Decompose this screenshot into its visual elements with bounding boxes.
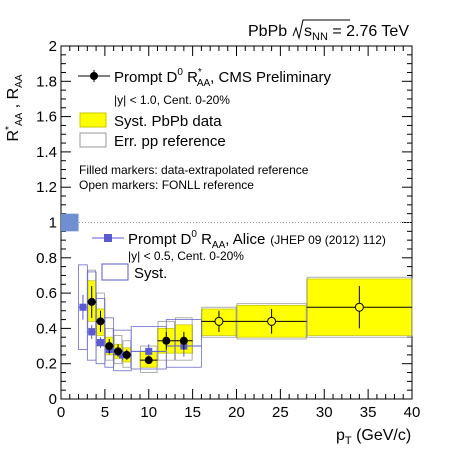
x-tick-label: 40 [404, 404, 421, 421]
legend-cms-marker [90, 72, 98, 80]
x-axis-label: pT (GeV/c) [336, 427, 411, 447]
x-tick-label: 15 [184, 404, 201, 421]
normalization-box [61, 213, 79, 232]
cms-open-marker [214, 316, 224, 326]
legend-cms-selection: |y| < 1.0, Cent. 0-20% [114, 93, 230, 107]
alice-marker [79, 303, 87, 311]
x-tick-label: 25 [272, 404, 289, 421]
cms-filled-marker [144, 356, 153, 365]
cms-ppref-box [104, 327, 114, 361]
cms-open-marker [354, 302, 364, 312]
y-tick-label: 1.8 [36, 73, 57, 90]
cms-filled-marker [179, 336, 188, 345]
cms-open-marker [267, 316, 277, 326]
legend-ppref-swatch [79, 132, 107, 148]
legend-cms-label: Prompt D0 R* AA, CMS Preliminary [114, 67, 332, 89]
legend-syst-label: Syst. PbPb data [114, 113, 222, 130]
x-tick-label: 30 [316, 404, 333, 421]
alice-marker [88, 328, 96, 336]
cms-filled-marker [122, 350, 131, 359]
legend-alice-selection: |y| < 0.5, Cent. 0-20% [128, 249, 244, 263]
axis-ticks: 0 5 10 15 20 25 30 35 40 0 0.2 0.4 0.6 0.8 1 1.2 1.4 1.6 1… [36, 38, 420, 421]
cms-filled-marker [96, 317, 105, 326]
sqrt-icon [292, 19, 350, 40]
y-tick-label: 0.6 [36, 285, 57, 302]
y-tick-label: 1.4 [36, 144, 57, 161]
legend-alice-syst-label: Syst. [134, 265, 167, 282]
legend-ppref-label: Err. pp reference [114, 133, 226, 150]
x-tick-label: 20 [228, 404, 245, 421]
note-open: Open markers: FONLL reference [79, 178, 254, 192]
y-tick-label: 0.2 [36, 356, 57, 373]
cms-ppref-box [175, 317, 193, 361]
note-filled: Filled markers: data-extrapolated refere… [79, 163, 309, 177]
legend-alice-marker [104, 234, 112, 242]
y-tick-label: 0 [49, 391, 57, 408]
cms-filled-marker [162, 336, 171, 345]
legend-syst-swatch [79, 112, 107, 128]
y-tick-label: 1.6 [36, 109, 57, 126]
alice-marker [145, 347, 153, 355]
legend-alice-syst-swatch [101, 263, 129, 281]
y-tick-label: 1 [49, 215, 57, 232]
legend-alice-label: Prompt D0 RAA, Alice (JHEP 09 (2012) 112) [128, 229, 386, 251]
chart-title-energy: sNN = 2.76 TeV [304, 23, 409, 43]
legend-alice: Prompt D0 RAA, Alice (JHEP 09 (2012) 112)… [92, 229, 386, 282]
y-tick-label: 2 [49, 38, 57, 55]
cms-filled-marker [114, 347, 123, 356]
cms-ppref-box [201, 306, 237, 338]
x-tick-label: 35 [360, 404, 377, 421]
alice-marker [96, 339, 104, 347]
y-tick-label: 0.8 [36, 250, 57, 267]
cms-filled-marker [105, 342, 114, 351]
y-axis-label: R*AA , RAA [4, 74, 25, 141]
legend-cms: Prompt D0 R* AA, CMS Preliminary |y| < 1.… [78, 67, 332, 150]
cms-filled-marker [87, 297, 96, 306]
x-tick-label: 0 [57, 404, 65, 421]
data-marks [61, 213, 413, 373]
y-tick-label: 0.4 [36, 320, 57, 337]
chart-title: PbPb [248, 23, 287, 40]
y-tick-label: 1.2 [36, 179, 57, 196]
x-tick-label: 5 [101, 404, 109, 421]
x-tick-label: 10 [140, 404, 157, 421]
